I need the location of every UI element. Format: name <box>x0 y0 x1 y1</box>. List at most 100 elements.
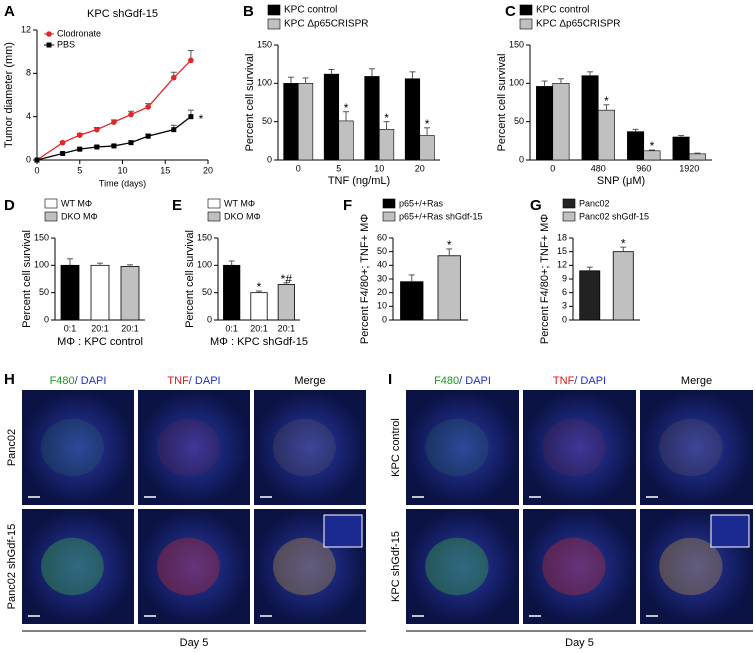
bar <box>688 153 706 161</box>
point <box>111 119 117 125</box>
point <box>94 126 100 133</box>
column-header-part: F480 <box>50 375 75 387</box>
y-tick-label: 18 <box>557 232 567 242</box>
column-header: Merge <box>294 375 325 387</box>
legend-label: p65+/+Ras shGdf-15 <box>399 211 483 221</box>
panel-letter: F <box>343 197 352 214</box>
y-tick-label: 0 <box>44 314 49 324</box>
legend-label: KPC control <box>284 5 337 16</box>
bar <box>597 109 615 161</box>
y-tick-label: 3 <box>562 301 567 311</box>
panel-letter: B <box>243 3 254 20</box>
point <box>76 132 83 138</box>
y-tick-label: 20 <box>377 287 387 297</box>
row-label: KPC control <box>390 418 402 477</box>
bar <box>250 292 268 321</box>
micrograph <box>254 390 366 505</box>
y-tick-label: 100 <box>257 78 272 88</box>
legend-label: Clodronate <box>57 28 101 38</box>
x-tick-label: 0:1 <box>64 323 77 333</box>
x-tick-label: 960 <box>636 163 651 173</box>
bar <box>60 264 80 321</box>
micrograph-signal <box>659 418 723 477</box>
y-axis-label: Percent cell survival <box>21 230 33 328</box>
y-tick-label: 4 <box>26 111 31 121</box>
panel-letter: E <box>172 197 182 214</box>
micrograph-signal <box>425 537 489 596</box>
y-axis-label: Percent cell survival <box>184 230 196 328</box>
bar <box>552 83 570 161</box>
bar <box>437 255 461 321</box>
y-tick-label: 9 <box>562 273 567 283</box>
bar <box>536 86 554 161</box>
column-header: TNF/ DAPI <box>167 375 220 387</box>
panel-letter: I <box>388 371 392 388</box>
y-tick-label: 0 <box>382 314 387 324</box>
point <box>60 151 66 156</box>
y-tick-label: 50 <box>377 246 387 256</box>
y-tick-label: 50 <box>262 116 272 126</box>
bar <box>627 131 645 161</box>
inset <box>710 514 750 548</box>
y-tick-label: 150 <box>34 232 49 242</box>
x-axis-label: Time (days) <box>99 178 146 188</box>
legend-swatch <box>267 4 281 16</box>
bar <box>419 135 435 161</box>
panel-letter: C <box>505 3 516 20</box>
bar <box>672 136 690 161</box>
annotation: * <box>621 236 626 250</box>
y-tick-label: 15 <box>557 246 567 256</box>
point <box>59 139 66 146</box>
x-tick-label: 15 <box>160 165 170 175</box>
bar <box>364 76 380 161</box>
point <box>94 144 100 150</box>
y-tick-label: 10 <box>377 301 387 311</box>
x-tick-label: 0 <box>550 163 555 173</box>
x-tick-label: 5 <box>336 163 341 173</box>
x-tick-label: 20:1 <box>250 323 268 333</box>
micrograph-signal <box>542 418 606 477</box>
micrograph-signal <box>41 537 104 596</box>
column-header-part: TNF <box>553 375 575 387</box>
y-tick-label: 0 <box>207 314 212 324</box>
y-tick-label: 0 <box>562 314 567 324</box>
annotation: * <box>604 94 609 108</box>
micrograph <box>523 390 636 505</box>
bar <box>283 83 299 161</box>
bar <box>338 120 354 161</box>
legend-label: Panc02 shGdf-15 <box>579 211 649 221</box>
point <box>128 140 134 146</box>
x-tick-label: 0 <box>296 163 301 173</box>
legend-swatch <box>382 211 396 222</box>
legend-label: KPC control <box>536 5 589 16</box>
y-tick-label: 40 <box>377 260 387 270</box>
y-tick-label: 0 <box>267 154 272 164</box>
chart-title: KPC shGdf-15 <box>87 8 158 20</box>
y-tick-label: 50 <box>202 287 212 297</box>
y-tick-label: 30 <box>377 273 387 283</box>
x-tick-label: 1920 <box>679 163 699 173</box>
micrograph <box>406 509 519 624</box>
bar <box>581 75 599 161</box>
x-tick-label: 20:1 <box>278 323 296 333</box>
micrograph <box>22 390 134 505</box>
column-header-part: Merge <box>294 375 325 387</box>
micrograph-signal <box>41 418 104 477</box>
y-tick-label: 100 <box>197 260 212 270</box>
annotation: * <box>199 112 204 126</box>
micrograph <box>22 509 134 624</box>
point <box>171 74 177 81</box>
column-header: F480/ DAPI <box>434 375 491 387</box>
x-tick-label: 0 <box>34 165 39 175</box>
panel-letter: D <box>4 197 15 214</box>
y-tick-label: 150 <box>197 232 212 242</box>
row-label: Panc02 <box>6 429 18 466</box>
micrograph-signal <box>273 537 336 596</box>
bar <box>223 264 241 321</box>
x-tick-label: 20 <box>203 165 213 175</box>
legend-label: Panc02 <box>579 198 610 208</box>
y-tick-label: 60 <box>377 232 387 242</box>
point <box>77 146 83 152</box>
legend-label: WT MΦ <box>224 198 255 208</box>
legend-swatch <box>207 211 221 222</box>
